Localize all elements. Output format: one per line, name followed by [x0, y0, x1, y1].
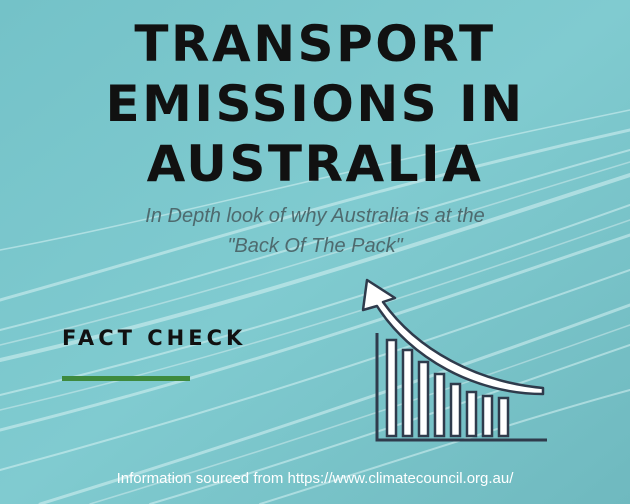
- icon-bar: [385, 338, 398, 438]
- subtitle: In Depth look of why Australia is at the…: [0, 201, 630, 261]
- title-line-1: TRANSPORT: [134, 15, 496, 73]
- icon-bars: [385, 338, 510, 438]
- icon-bar: [481, 394, 494, 438]
- icon-bar: [497, 396, 510, 438]
- rising-bar-chart-with-arrow-icon: [361, 278, 547, 442]
- page-title: TRANSPORT EMISSIONS IN AUSTRALIA: [0, 14, 630, 194]
- title-line-3: AUSTRALIA: [146, 135, 484, 193]
- icon-bar: [401, 348, 414, 438]
- title-line-2: EMISSIONS IN: [105, 75, 525, 133]
- subtitle-line-2: "Back Of The Pack": [227, 235, 403, 257]
- accent-underline: [62, 376, 190, 381]
- icon-bar: [449, 382, 462, 438]
- fact-check-heading: FACT CHECK: [62, 326, 247, 350]
- source-credit: Information sourced from https://www.cli…: [116, 470, 514, 487]
- growth-arrow-icon: [361, 278, 545, 396]
- icon-bar: [433, 372, 446, 438]
- icon-bar: [417, 360, 430, 438]
- subtitle-line-1: In Depth look of why Australia is at the: [145, 205, 485, 227]
- chart-axes-icon: [375, 333, 547, 442]
- icon-bar: [465, 390, 478, 438]
